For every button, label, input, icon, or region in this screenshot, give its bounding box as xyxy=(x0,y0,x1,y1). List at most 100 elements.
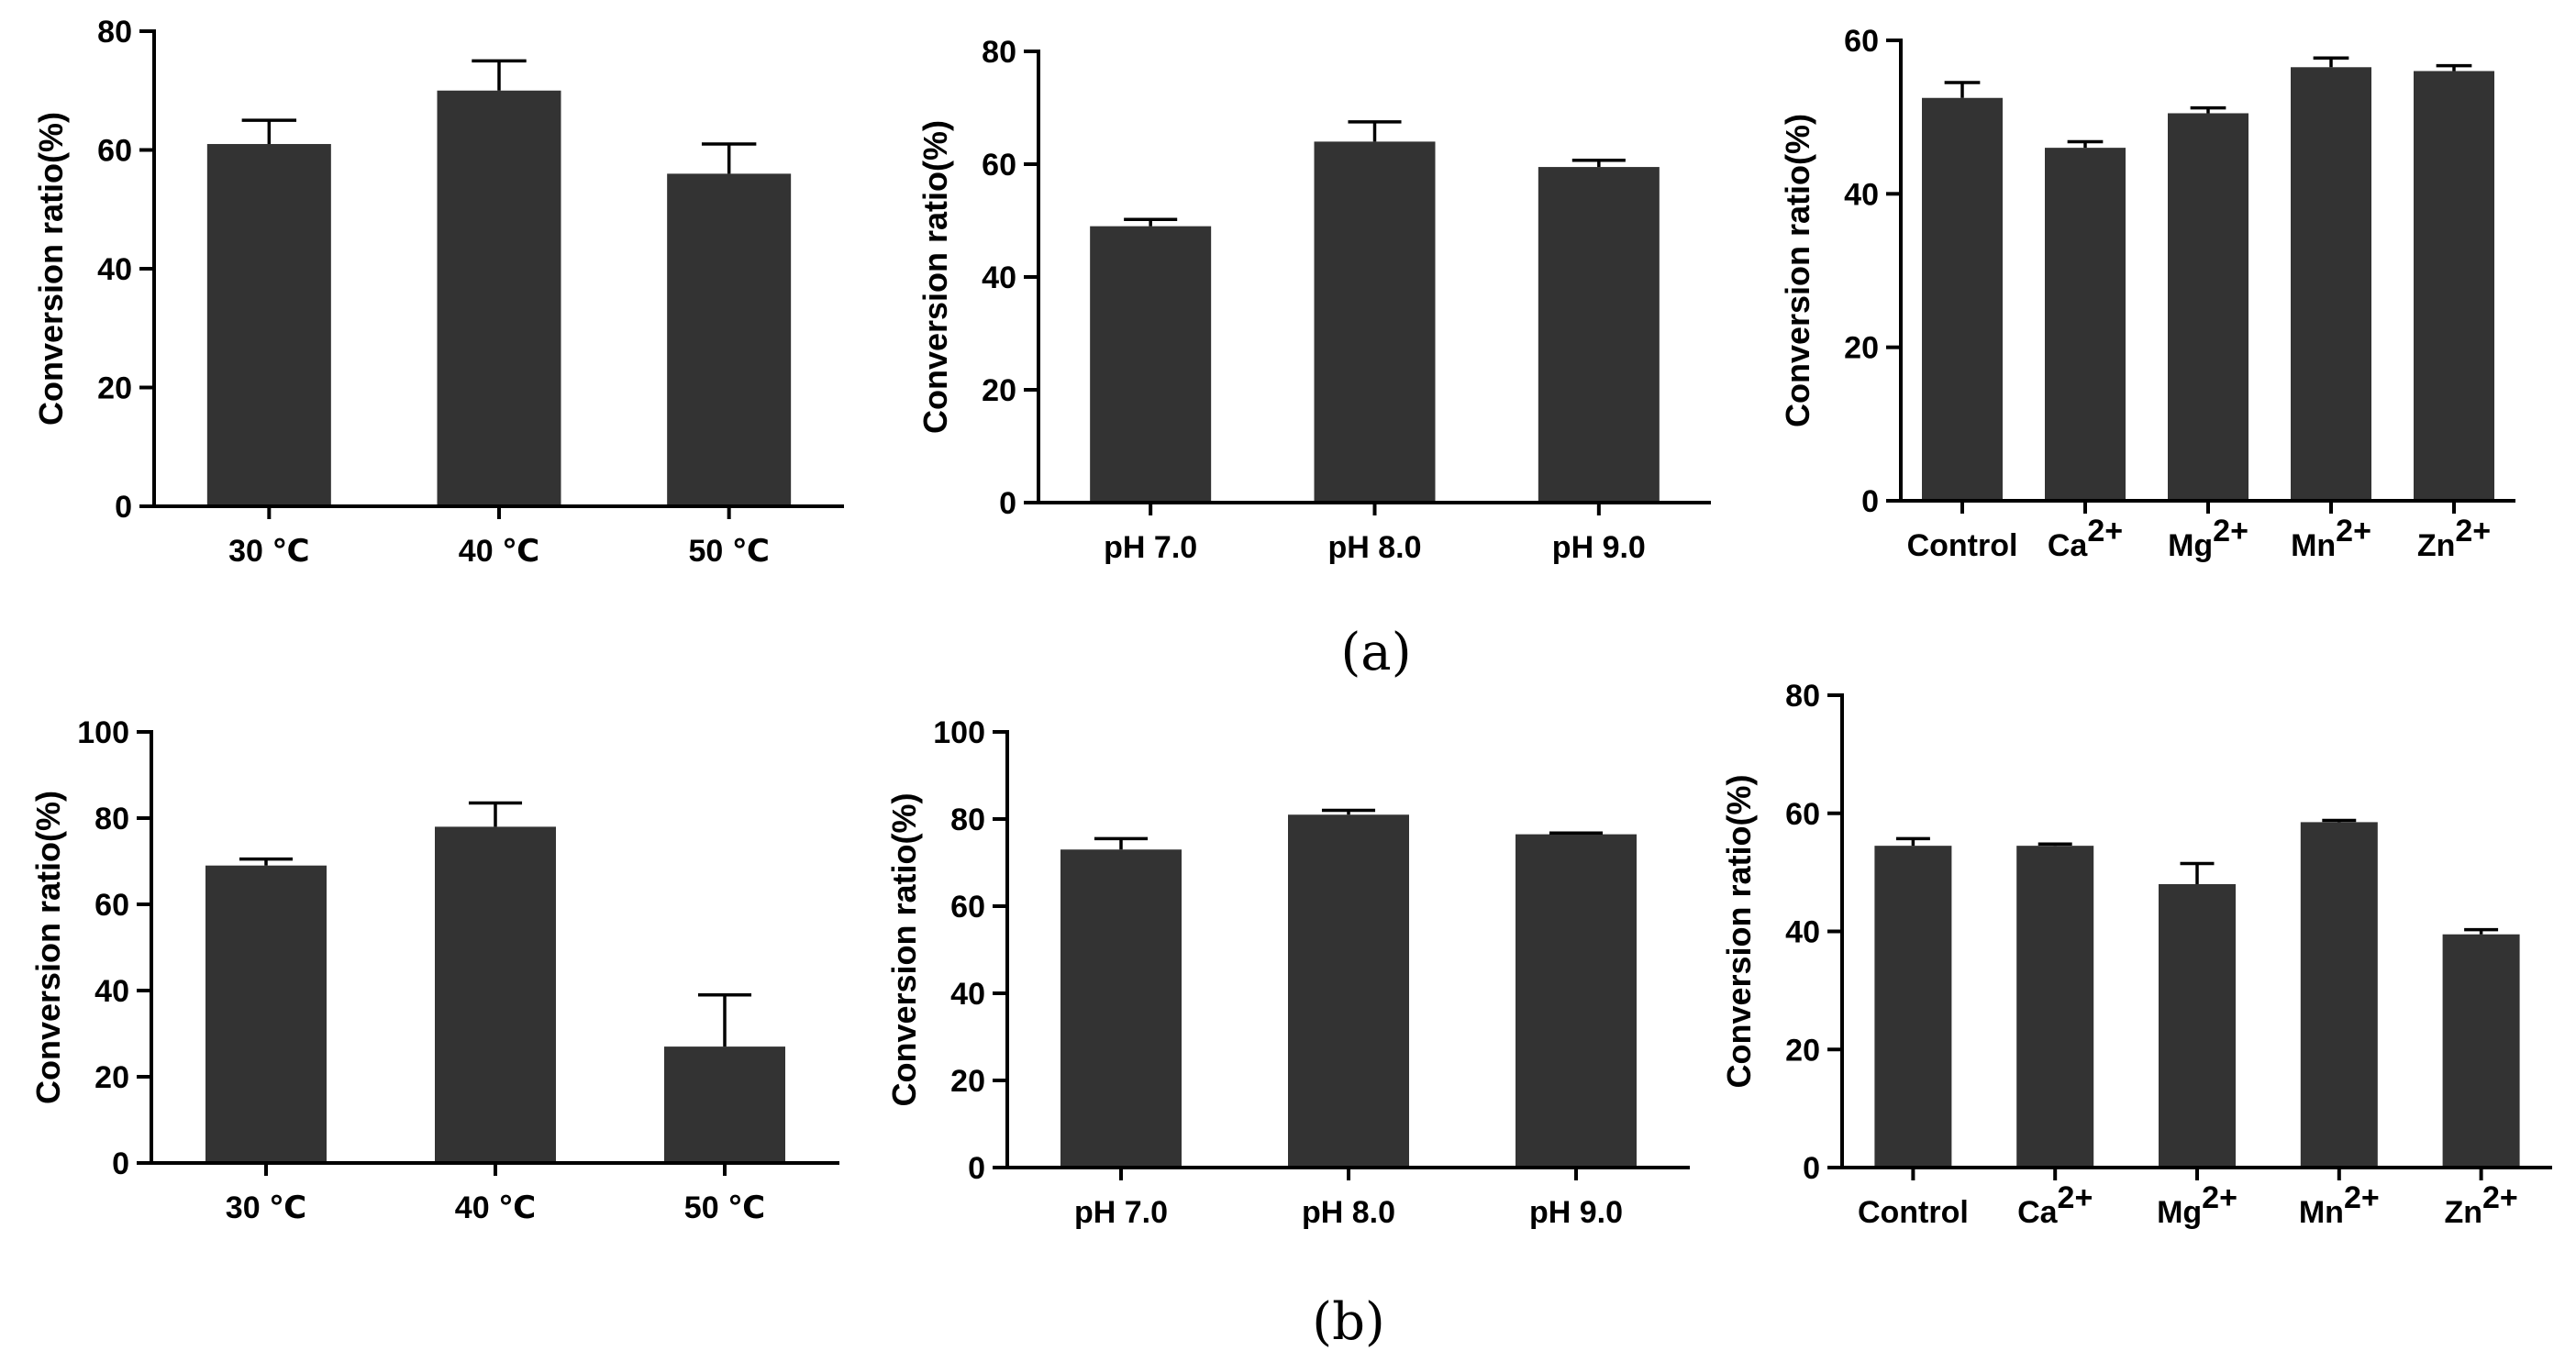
x-tick-label-b3-2: Mg2+ xyxy=(2157,1180,2237,1230)
y-tick-label-b3-80: 80 xyxy=(1785,679,1820,714)
x-tick-label-base: Ca xyxy=(2017,1195,2059,1230)
x-tick-label-a1-1: 40 ℃ xyxy=(459,534,539,569)
x-tick-label-a3-0: Control xyxy=(1907,528,2018,563)
bar-b2-0 xyxy=(1060,849,1182,1168)
y-axis-title-a1: Conversion ratio(%) xyxy=(32,112,70,426)
bar-b2-2 xyxy=(1516,834,1637,1168)
x-tick-label-sup: 2+ xyxy=(2058,1180,2093,1215)
bar-b3-4 xyxy=(2442,934,2520,1168)
caption-a: (a) xyxy=(1340,623,1411,682)
x-tick-label-base: Mg xyxy=(2157,1195,2202,1230)
y-tick-label-a3-40: 40 xyxy=(1844,177,1879,212)
bar-a3-0 xyxy=(1922,97,2003,501)
x-tick-label-base: Mg xyxy=(2168,528,2213,563)
bar-a2-1 xyxy=(1314,141,1436,503)
y-tick-label-a2-80: 80 xyxy=(982,35,1016,70)
x-tick-label-a1-2: 50 ℃ xyxy=(688,534,769,569)
y-tick-label-b3-20: 20 xyxy=(1785,1033,1820,1068)
x-tick-label-a2-0: pH 7.0 xyxy=(1104,530,1197,565)
y-axis-title-b3: Conversion ratio(%) xyxy=(1720,774,1758,1088)
x-tick-label-base: Control xyxy=(1858,1195,1969,1230)
y-tick-label-b1-20: 20 xyxy=(94,1060,129,1095)
y-axis-title-a2: Conversion ratio(%) xyxy=(916,120,954,434)
bar-b1-0 xyxy=(205,865,327,1163)
x-tick-label-sup: 2+ xyxy=(2087,514,2123,548)
x-tick-label-sup: 2+ xyxy=(2482,1180,2518,1215)
y-tick-label-a1-20: 20 xyxy=(97,371,132,406)
y-tick-label-a3-20: 20 xyxy=(1844,331,1879,366)
x-tick-label-b1-2: 50 ℃ xyxy=(684,1190,765,1225)
y-tick-label-a1-60: 60 xyxy=(97,134,132,169)
y-tick-label-b2-40: 40 xyxy=(950,977,985,1012)
y-tick-label-a2-40: 40 xyxy=(982,260,1016,295)
y-tick-label-b3-40: 40 xyxy=(1785,915,1820,950)
x-tick-label-a3-3: Mn2+ xyxy=(2291,514,2371,563)
y-tick-label-b1-0: 0 xyxy=(112,1146,129,1181)
y-tick-label-b2-80: 80 xyxy=(950,803,985,837)
x-tick-label-b3-3: Mn2+ xyxy=(2299,1180,2380,1230)
x-tick-label-a2-1: pH 8.0 xyxy=(1327,530,1421,565)
bar-b3-2 xyxy=(2159,884,2236,1168)
bar-b2-1 xyxy=(1288,814,1409,1168)
x-tick-label-base: Zn xyxy=(2417,528,2456,563)
x-tick-label-base: Mn xyxy=(2299,1195,2344,1230)
x-tick-label-b2-2: pH 9.0 xyxy=(1529,1195,1623,1230)
x-tick-label-b3-4: Zn2+ xyxy=(2444,1180,2517,1230)
y-tick-label-b2-100: 100 xyxy=(933,715,985,750)
x-tick-label-a3-1: Ca2+ xyxy=(2048,514,2123,563)
y-tick-label-b1-100: 100 xyxy=(77,715,129,750)
y-tick-label-a1-80: 80 xyxy=(97,15,132,50)
x-tick-label-a3-2: Mg2+ xyxy=(2168,514,2248,563)
x-tick-label-base: Zn xyxy=(2444,1195,2482,1230)
y-tick-label-b1-60: 60 xyxy=(94,888,129,923)
bar-b3-0 xyxy=(1874,846,1952,1168)
bar-a1-1 xyxy=(437,90,561,506)
chart-b1: 0 20 40 60 80 100 30 ℃ 40 ℃ 50 ℃ Conversion ratio… xyxy=(29,715,839,1225)
y-tick-label-b1-40: 40 xyxy=(94,974,129,1009)
x-tick-label-base: Control xyxy=(1907,528,2018,563)
y-tick-label-a1-40: 40 xyxy=(97,252,132,287)
y-tick-label-a2-20: 20 xyxy=(982,373,1016,408)
x-tick-label-sup: 2+ xyxy=(2344,1180,2380,1215)
bar-a3-3 xyxy=(2291,67,2371,502)
x-tick-label-b2-1: pH 8.0 xyxy=(1302,1195,1395,1230)
x-tick-label-a2-2: pH 9.0 xyxy=(1552,530,1646,565)
y-tick-label-b3-0: 0 xyxy=(1803,1151,1820,1186)
bar-b1-2 xyxy=(664,1046,785,1163)
x-tick-label-a1-0: 30 ℃ xyxy=(228,534,309,569)
y-tick-label-b2-60: 60 xyxy=(950,890,985,925)
y-tick-label-a3-60: 60 xyxy=(1844,24,1879,59)
chart-a2: 0 20 40 60 80 pH 7.0 pH 8.0 pH 9.0 Conversion ra… xyxy=(916,35,1711,565)
bar-a2-0 xyxy=(1090,226,1212,503)
bar-a2-2 xyxy=(1538,167,1660,503)
bar-a1-2 xyxy=(667,173,792,506)
charts-layer: 0 20 40 60 80 30 ℃ 40 ℃ 50 ℃ Conversion ratio(%)… xyxy=(29,15,2552,1230)
x-tick-label-b3-1: Ca2+ xyxy=(2017,1180,2093,1230)
y-tick-label-a2-0: 0 xyxy=(999,486,1016,521)
x-tick-label-sup: 2+ xyxy=(2213,514,2248,548)
bar-b1-1 xyxy=(435,826,556,1163)
bar-b3-3 xyxy=(2300,822,2378,1168)
y-tick-label-b2-0: 0 xyxy=(968,1151,985,1186)
y-tick-label-a3-0: 0 xyxy=(1861,484,1879,519)
x-tick-label-sup: 2+ xyxy=(2455,514,2491,548)
y-tick-label-b1-80: 80 xyxy=(94,802,129,836)
chart-b2: 0 20 40 60 80 100 pH 7.0 pH 8.0 pH 9.0 Conversion… xyxy=(885,715,1690,1230)
y-axis-title-b1: Conversion ratio(%) xyxy=(29,791,67,1104)
y-tick-label-a2-60: 60 xyxy=(982,148,1016,183)
y-axis-title-b2: Conversion ratio(%) xyxy=(885,792,923,1106)
y-tick-label-b3-60: 60 xyxy=(1785,797,1820,832)
x-tick-label-base: Ca xyxy=(2048,528,2089,563)
x-tick-label-b2-0: pH 7.0 xyxy=(1074,1195,1168,1230)
x-tick-label-sup: 2+ xyxy=(2202,1180,2237,1215)
caption-b: (b) xyxy=(1312,1292,1385,1352)
x-tick-label-base: Mn xyxy=(2291,528,2336,563)
x-tick-label-b3-0: Control xyxy=(1858,1195,1969,1230)
x-tick-label-sup: 2+ xyxy=(2336,514,2371,548)
y-axis-title-a3: Conversion ratio(%) xyxy=(1779,114,1816,427)
x-tick-label-b1-1: 40 ℃ xyxy=(455,1190,536,1225)
y-tick-label-b2-20: 20 xyxy=(950,1064,985,1099)
